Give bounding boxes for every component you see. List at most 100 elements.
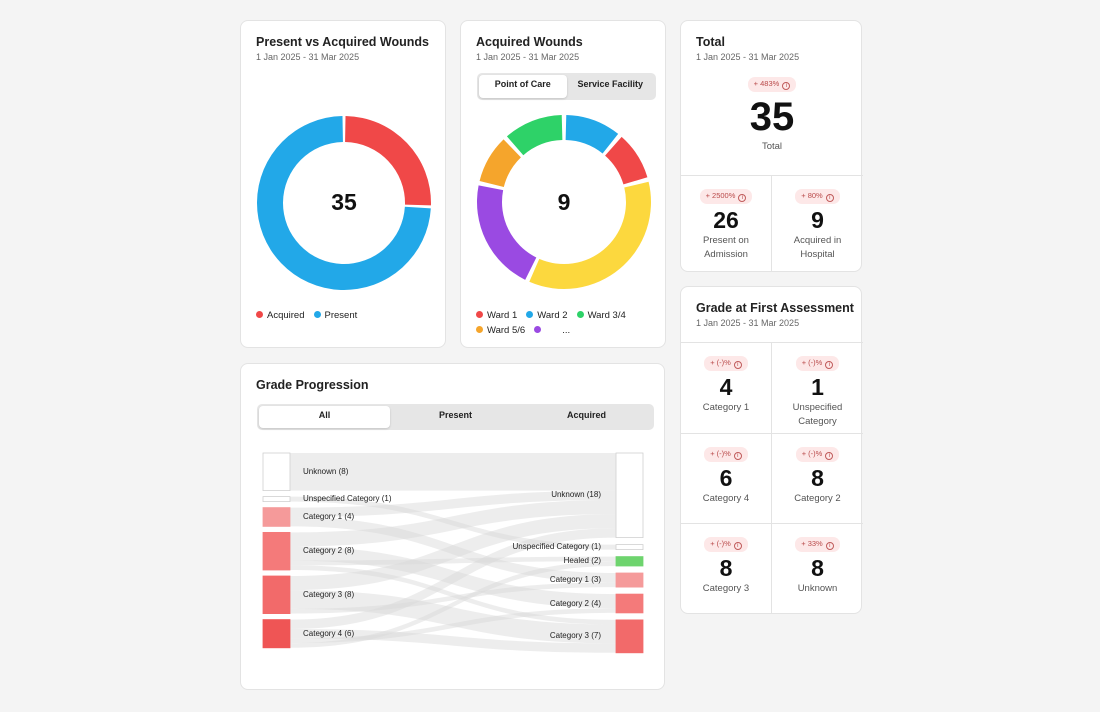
sankey-flow[interactable] — [290, 590, 616, 644]
sankey-flow[interactable] — [290, 565, 616, 625]
grade-value: 8 — [719, 555, 733, 581]
card-title: Acquired Wounds — [476, 35, 583, 49]
legend-item[interactable]: Present — [313, 308, 358, 323]
sankey-flow[interactable] — [290, 500, 616, 547]
divider — [771, 343, 772, 614]
info-icon[interactable]: i — [782, 82, 791, 90]
total-card: Total 1 Jan 2025 - 31 Mar 2025 + 483% i 3… — [680, 20, 863, 272]
acquired-wounds-donut[interactable] — [461, 114, 667, 294]
total-value: 35 — [749, 95, 795, 139]
change-badge: + 483% i — [747, 77, 797, 92]
sankey-flow[interactable] — [290, 608, 616, 644]
info-icon[interactable]: i — [825, 542, 834, 550]
legend-dot-icon — [526, 311, 534, 318]
badge-text: + (-)% — [710, 539, 731, 548]
legend-label: Ward 1 — [487, 310, 518, 321]
info-icon[interactable]: i — [738, 194, 747, 202]
grade-value: 8 — [811, 555, 824, 581]
legend-item[interactable]: Ward 3/4 — [576, 308, 626, 323]
sankey-flow[interactable] — [290, 629, 616, 653]
legend-item[interactable]: Ward 5/6 — [476, 323, 525, 338]
sankey-flow[interactable] — [290, 496, 616, 550]
card-title: Grade Progression — [256, 378, 369, 392]
legend-item[interactable]: Ward 1 — [476, 308, 517, 323]
badge-text: + 80% — [801, 191, 823, 200]
sankey-flow[interactable] — [290, 546, 616, 609]
sankey-flow[interactable] — [290, 517, 616, 583]
legend-item[interactable]: Acquired — [256, 308, 305, 323]
donut-slice-unlabeled[interactable] — [529, 181, 651, 289]
donut-slice-acquired[interactable] — [345, 116, 431, 206]
info-icon[interactable]: i — [825, 361, 834, 369]
sankey-left-node[interactable] — [262, 619, 291, 649]
donut-slice-ward-3-4[interactable] — [506, 115, 563, 156]
donut-slice-ward-2[interactable] — [565, 115, 619, 154]
info-icon[interactable]: i — [733, 542, 742, 550]
sankey-left-node[interactable] — [262, 575, 291, 614]
grade-label: Category 1 — [702, 402, 750, 413]
sankey-right-node[interactable] — [615, 572, 644, 588]
sankey-left-node[interactable] — [262, 496, 291, 503]
sankey-flow[interactable] — [290, 528, 616, 629]
grade-value: 4 — [719, 374, 733, 400]
badge-text: + (-)% — [801, 358, 823, 367]
sankey-flow[interactable] — [290, 556, 616, 566]
sankey-right-label: Category 3 (7) — [549, 631, 601, 641]
info-icon[interactable]: i — [733, 361, 742, 369]
grade-label: Category — [798, 416, 837, 427]
grade-cell: + (-)% i 6 Category 4 — [681, 443, 771, 506]
info-icon[interactable]: i — [733, 452, 742, 460]
donut-slice-other[interactable] — [477, 185, 537, 280]
donut-slice-ward-5-6[interactable] — [479, 139, 521, 188]
sankey-flow[interactable] — [290, 490, 616, 517]
sankey-right-node[interactable] — [615, 544, 644, 551]
grade-progression-card: Grade Progression All Present Acquired U… — [240, 363, 665, 690]
tab-present[interactable]: Present — [438, 410, 473, 420]
donut-legend: Acquired Present — [256, 308, 441, 323]
sankey-flow[interactable] — [290, 514, 616, 591]
tab-point-of-care[interactable]: Point of Care — [479, 75, 567, 98]
donut-slice-present[interactable] — [257, 116, 431, 291]
sankey-flow[interactable] — [290, 561, 616, 648]
tab-all[interactable]: All — [259, 406, 390, 428]
donut-legend: Ward 1 Ward 2 Ward 3/4 Ward 5/6... — [476, 308, 661, 338]
badge-text: + 33% — [801, 539, 823, 548]
sankey-right-label: Category 1 (3) — [549, 575, 601, 585]
change-badge: + (-)% i — [795, 356, 840, 371]
legend-item[interactable]: Ward 2 — [526, 308, 568, 323]
stat-label: Acquired in — [793, 235, 842, 246]
legend-dot-icon — [576, 311, 584, 318]
legend-item[interactable] — [534, 323, 545, 338]
sankey-right-node[interactable] — [615, 619, 644, 654]
sankey-left-node[interactable] — [262, 507, 291, 527]
info-icon[interactable]: i — [825, 194, 834, 202]
grade-label: Category 3 — [702, 583, 750, 594]
present-vs-acquired-donut[interactable] — [241, 99, 447, 309]
sankey-right-node[interactable] — [615, 593, 644, 614]
badge-text: + (-)% — [710, 449, 731, 458]
sankey-right-node[interactable] — [615, 452, 644, 538]
sankey-left-node[interactable] — [262, 531, 291, 571]
sankey-flow[interactable] — [290, 453, 616, 491]
grade-cell: + (-)% i 4 Category 1 — [681, 352, 771, 415]
acquired-wounds-card: Acquired Wounds 1 Jan 2025 - 31 Mar 2025… — [460, 20, 666, 348]
legend-label: Present — [324, 310, 358, 321]
change-badge: + (-)% i — [795, 447, 840, 462]
info-icon[interactable]: i — [825, 452, 834, 460]
divider — [681, 433, 863, 434]
sankey-left-node[interactable] — [262, 452, 291, 491]
legend-item[interactable]: ... — [554, 323, 570, 338]
grade-value: 8 — [811, 465, 824, 491]
tab-acquired[interactable]: Acquired — [566, 410, 606, 420]
donut-total: 35 — [331, 189, 357, 215]
tab-service-facility[interactable]: Service Facility — [577, 79, 644, 89]
change-badge: + 33% i — [795, 537, 840, 552]
legend-dot-icon — [476, 311, 483, 318]
legend-dot-icon — [534, 326, 542, 333]
sankey-right-node[interactable] — [615, 556, 644, 567]
stat-label: Admission — [704, 249, 748, 260]
donut-slice-ward-1[interactable] — [605, 136, 648, 185]
change-badge: + 80% i — [795, 189, 840, 204]
sankey-flow[interactable] — [290, 582, 616, 614]
grade-first-assessment-card: Grade at First Assessment 1 Jan 2025 - 3… — [680, 286, 863, 614]
